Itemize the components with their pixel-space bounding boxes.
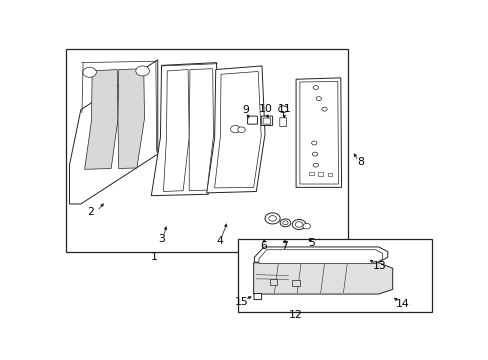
FancyBboxPatch shape — [261, 116, 272, 126]
Bar — [238, 239, 431, 312]
Polygon shape — [296, 78, 341, 187]
Polygon shape — [189, 69, 213, 191]
Polygon shape — [163, 69, 189, 192]
Circle shape — [136, 66, 149, 76]
Circle shape — [295, 222, 302, 227]
Polygon shape — [254, 247, 387, 262]
Polygon shape — [259, 250, 382, 264]
Circle shape — [282, 221, 287, 225]
Circle shape — [316, 97, 321, 100]
Circle shape — [268, 216, 276, 221]
Polygon shape — [151, 63, 218, 195]
Circle shape — [312, 152, 317, 156]
Text: 2: 2 — [87, 207, 94, 217]
Circle shape — [237, 127, 245, 132]
Circle shape — [321, 107, 326, 111]
Text: 3: 3 — [158, 234, 164, 244]
Circle shape — [280, 219, 290, 227]
Text: 12: 12 — [288, 310, 303, 320]
Bar — [308, 172, 313, 175]
Text: 13: 13 — [372, 261, 386, 271]
Bar — [269, 279, 277, 285]
Polygon shape — [253, 263, 392, 294]
Polygon shape — [299, 81, 338, 184]
Circle shape — [278, 106, 287, 112]
Text: 5: 5 — [308, 238, 315, 248]
Text: 14: 14 — [394, 299, 408, 309]
Circle shape — [264, 213, 280, 224]
Text: 7: 7 — [281, 241, 287, 251]
Text: 1: 1 — [150, 252, 157, 262]
Polygon shape — [84, 69, 118, 169]
Text: 6: 6 — [260, 240, 267, 251]
Polygon shape — [214, 72, 261, 188]
Bar — [318, 172, 323, 176]
Polygon shape — [69, 60, 158, 204]
Bar — [327, 173, 332, 176]
Polygon shape — [206, 66, 264, 193]
Text: 11: 11 — [277, 104, 291, 114]
FancyBboxPatch shape — [263, 118, 270, 124]
Circle shape — [312, 163, 318, 167]
Circle shape — [292, 220, 305, 229]
Bar — [292, 280, 299, 286]
Circle shape — [230, 126, 240, 133]
Text: 4: 4 — [216, 237, 224, 246]
Text: 8: 8 — [356, 157, 363, 167]
Circle shape — [302, 223, 310, 229]
FancyBboxPatch shape — [279, 118, 286, 127]
Circle shape — [312, 86, 318, 90]
Text: 15: 15 — [234, 297, 248, 307]
FancyBboxPatch shape — [253, 293, 261, 300]
Text: 10: 10 — [258, 104, 272, 114]
Circle shape — [82, 67, 96, 77]
Bar — [65, 49, 347, 252]
Polygon shape — [118, 69, 144, 168]
Text: 9: 9 — [242, 105, 249, 115]
Circle shape — [311, 141, 316, 145]
FancyBboxPatch shape — [247, 116, 257, 124]
